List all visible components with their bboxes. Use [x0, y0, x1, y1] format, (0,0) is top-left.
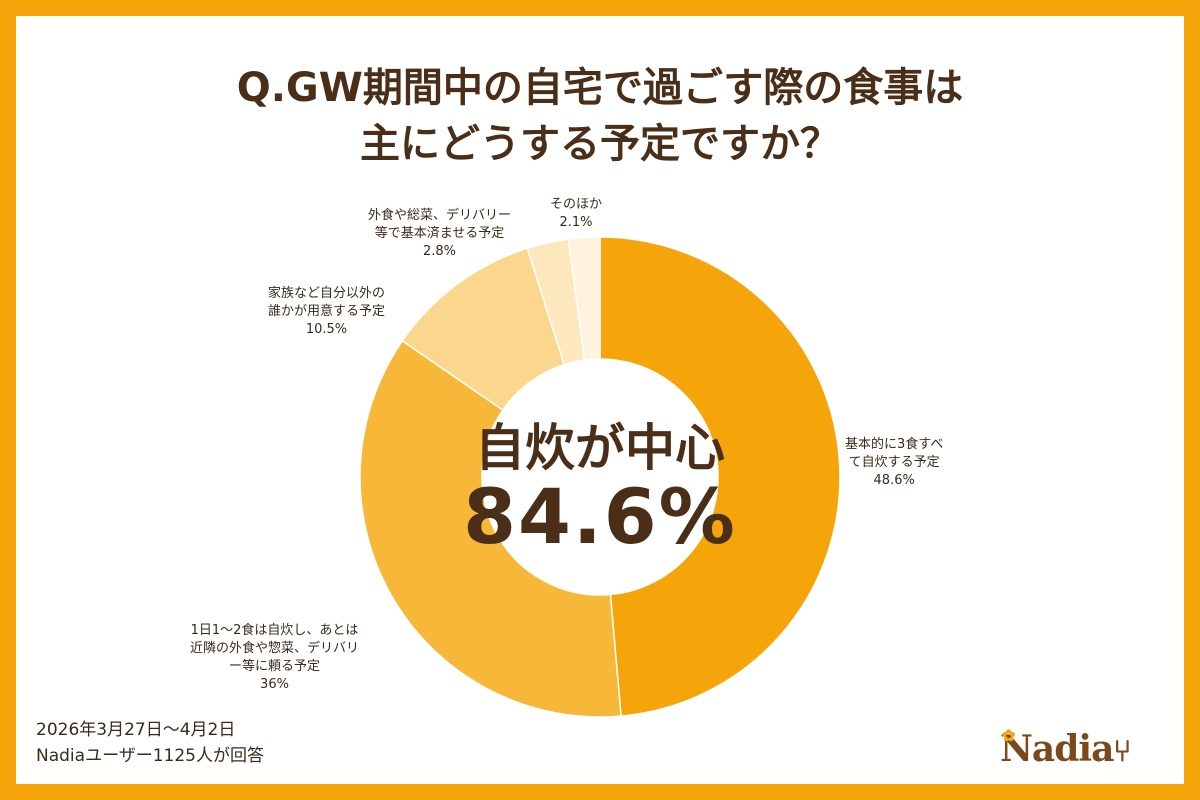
logo-text: Nadia	[1000, 728, 1114, 770]
slice-label-3-line-1: 等で基本済ませる予定	[374, 226, 505, 241]
center-value: 84.6%	[463, 472, 737, 561]
slice-label-0-line-0: 基本的に3食すべ	[845, 437, 944, 452]
donut-slice-1	[359, 339, 622, 718]
nadia-logo: ✿ Nadia⑂	[1000, 726, 1131, 770]
title-line-2: 主にどうする予定ですか？	[360, 121, 840, 167]
chart-title: Q.GW期間中の自宅で過ごす際の食事は 主にどうする予定ですか？	[0, 60, 1200, 172]
survey-respondents: Nadiaユーザー1125人が回答	[36, 746, 264, 766]
slice-label-1-line-0: 1日1〜2食は自炊し、あとは	[190, 623, 359, 638]
slice-label-1-line-1: 近隣の外食や惣菜、デリバリ	[190, 641, 360, 656]
slice-label-4: そのほか 2.1%	[550, 196, 602, 232]
slice-label-1: 1日1〜2食は自炊し、あとは 近隣の外食や惣菜、デリバリ ー等に頼る予定 36%	[190, 622, 359, 694]
slice-label-3-line-0: 外食や総菜、デリバリー	[368, 208, 512, 223]
slice-label-4-line-0: そのほか	[550, 197, 603, 212]
slice-label-2-line-0: 家族など自分以外の	[268, 286, 386, 301]
slice-label-0-value: 48.6%	[873, 473, 915, 488]
slice-label-2-value: 10.5%	[305, 322, 348, 337]
slice-label-4-value: 2.1%	[559, 215, 593, 230]
slice-label-1-line-2: ー等に頼る予定	[229, 659, 321, 674]
donut-slice-0	[599, 236, 841, 717]
cutlery-icon: ⑂	[1113, 734, 1131, 769]
slice-label-3: 外食や総菜、デリバリー 等で基本済ませる予定 2.8%	[368, 207, 511, 261]
donut-slice-4	[567, 236, 601, 361]
slice-label-2-line-1: 誰かが用意する予定	[268, 304, 386, 319]
survey-period: 2026年3月27日〜4月2日	[36, 720, 236, 740]
flower-icon: ✿	[1002, 726, 1015, 745]
slice-label-2: 家族など自分以外の 誰かが用意する予定 10.5%	[268, 285, 385, 339]
slice-label-0: 基本的に3食すべ て自炊する予定 48.6%	[845, 436, 943, 490]
center-label: 自炊が中心	[475, 419, 725, 477]
title-line-1: Q.GW期間中の自宅で過ごす際の食事は	[236, 65, 964, 111]
slice-label-0-line-1: て自炊する予定	[848, 455, 940, 470]
slice-label-3-value: 2.8%	[422, 244, 457, 259]
slice-label-1-value: 36%	[260, 677, 289, 692]
